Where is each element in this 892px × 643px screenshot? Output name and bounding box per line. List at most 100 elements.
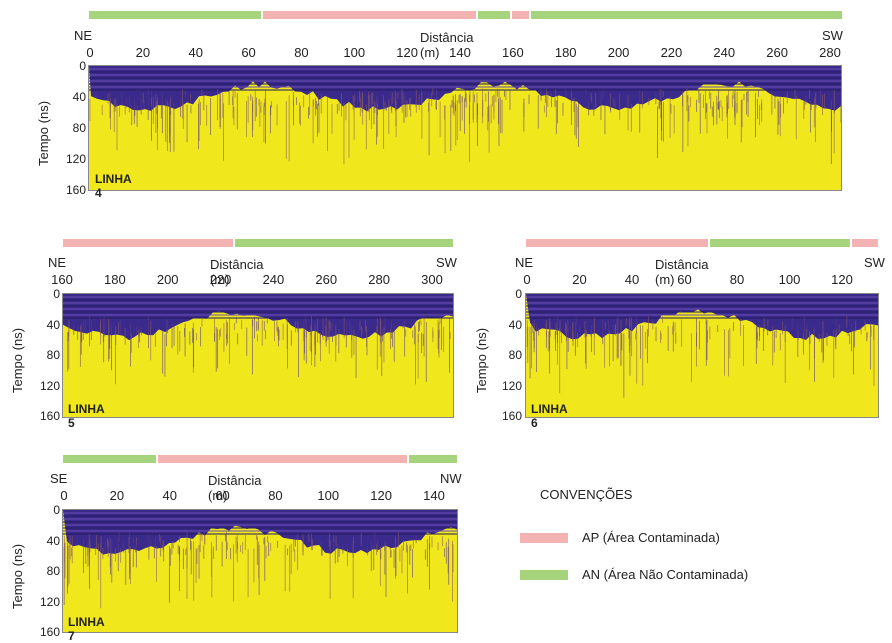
x-tick-label: 220: [209, 272, 232, 287]
y-tick-label: 80: [46, 348, 60, 362]
line-label-linha-5: LINHA 5: [68, 402, 105, 430]
orientation-left-linha-7: SE: [50, 471, 68, 486]
zone-segment-an: [88, 10, 262, 20]
x-tick-label: 220: [660, 45, 683, 60]
x-tick-label: 80: [729, 272, 745, 287]
x-tick-label: 180: [554, 45, 577, 60]
y-tick-label: 0: [53, 287, 60, 301]
legend-item-ap: AP (Área Contaminada): [520, 530, 720, 545]
zone-segment-an: [476, 10, 511, 20]
x-axis-title-linha-5: Distância (m): [210, 257, 264, 287]
zone-segment-ap: [62, 238, 235, 248]
x-tick-label: 300: [421, 272, 443, 287]
x-tick-label: 20: [135, 45, 151, 60]
y-tick-label: 40: [508, 317, 522, 332]
x-tick-label: 260: [315, 272, 338, 287]
zone-segment-ap: [157, 454, 409, 464]
x-tick-label: 280: [368, 272, 390, 287]
zone-segment-an: [408, 454, 458, 464]
y-tick-label: 80: [508, 348, 522, 362]
y-tick-label: 160: [65, 183, 86, 197]
x-tick-label: 200: [156, 272, 179, 287]
x-tick-label: 240: [262, 272, 285, 287]
y-tick-label: 40: [72, 90, 86, 104]
line-label-linha-6: LINHA 6: [531, 402, 568, 430]
x-tick-label: 0: [60, 488, 68, 503]
legend-title: CONVENÇÕES: [540, 487, 633, 502]
y-tick-label: 0: [53, 503, 60, 517]
y-axis-title-linha-4: Tempo (ns): [36, 100, 51, 166]
legend-label-ap: AP (Área Contaminada): [582, 530, 720, 545]
x-tick-label: 260: [766, 45, 788, 60]
x-tick-label: 0: [523, 272, 531, 287]
x-tick-label: 40: [188, 45, 203, 60]
y-tick-label: 120: [39, 378, 60, 393]
legend-item-an: AN (Área Não Contaminada): [520, 567, 748, 582]
y-axis-title-linha-5: Tempo (ns): [10, 327, 25, 393]
x-tick-label: 40: [162, 488, 177, 503]
x-axis-title-linha-7: Distância (m): [208, 473, 262, 503]
y-tick-label: 120: [65, 152, 86, 166]
orientation-right-linha-6: SW: [864, 255, 885, 270]
x-tick-label: 80: [268, 488, 283, 503]
radargram-linha-5: [62, 293, 454, 418]
radargram-linha-4: [88, 65, 842, 191]
x-tick-label: 140: [449, 45, 471, 60]
x-axis-title-linha-4: Distância (m): [420, 30, 474, 60]
x-tick-label: 60: [677, 272, 692, 287]
x-tick-label: 120: [831, 272, 853, 287]
zone-segment-ap: [510, 10, 530, 20]
x-tick-label: 120: [396, 45, 418, 60]
x-tick-label: 60: [215, 488, 230, 503]
x-tick-label: 120: [370, 488, 392, 503]
zone-segment-an: [709, 238, 851, 248]
y-tick-label: 40: [46, 317, 60, 332]
legend-swatch-ap: [520, 532, 568, 543]
radargram-linha-7: [62, 509, 458, 633]
x-tick-label: 140: [423, 488, 445, 503]
y-tick-label: 80: [72, 121, 86, 135]
x-tick-label: 20: [572, 272, 587, 287]
zone-segment-ap: [525, 238, 710, 248]
y-tick-label: 160: [39, 625, 60, 639]
y-tick-label: 0: [515, 287, 522, 301]
zone-segment-an: [529, 10, 843, 20]
y-tick-label: 0: [79, 59, 86, 73]
zone-segment-an: [234, 238, 454, 248]
x-tick-label: 80: [294, 45, 309, 60]
x-tick-label: 200: [607, 45, 630, 60]
x-tick-label: 160: [501, 45, 524, 60]
x-axis-title-linha-6: Distância (m): [655, 257, 709, 287]
y-tick-label: 40: [46, 533, 60, 548]
zone-bar-linha-5: [62, 238, 454, 248]
legend-swatch-an: [520, 569, 568, 580]
x-tick-label: 280: [819, 45, 841, 60]
orientation-left-linha-6: NE: [515, 255, 534, 270]
x-tick-label: 160: [51, 272, 73, 287]
orientation-right-linha-4: SW: [822, 28, 843, 43]
y-tick-label: 120: [39, 594, 60, 609]
x-tick-label: 20: [109, 488, 125, 503]
x-tick-label: 40: [624, 272, 640, 287]
legend-label-an: AN (Área Não Contaminada): [582, 567, 749, 582]
x-tick-label: 0: [86, 45, 94, 60]
y-tick-label: 120: [501, 378, 522, 393]
x-tick-label: 180: [103, 272, 126, 287]
zone-bar-linha-7: [62, 454, 458, 464]
y-tick-label: 160: [39, 409, 60, 423]
radargram-linha-6: [525, 293, 879, 418]
x-tick-label: 240: [713, 45, 736, 60]
orientation-right-linha-7: NW: [440, 471, 462, 486]
orientation-right-linha-5: SW: [436, 255, 457, 270]
x-tick-label: 100: [317, 488, 340, 503]
zone-segment-ap: [261, 10, 477, 20]
orientation-left-linha-4: NE: [74, 28, 93, 43]
zone-segment-ap: [850, 238, 879, 248]
y-axis-title-linha-6: Tempo (ns): [474, 327, 489, 393]
zone-bar-linha-6: [525, 238, 879, 248]
y-tick-label: 80: [46, 564, 60, 578]
x-tick-label: 100: [778, 272, 801, 287]
line-label-linha-4: LINHA 4: [95, 172, 132, 200]
orientation-left-linha-5: NE: [48, 255, 67, 270]
x-tick-label: 60: [241, 45, 256, 60]
